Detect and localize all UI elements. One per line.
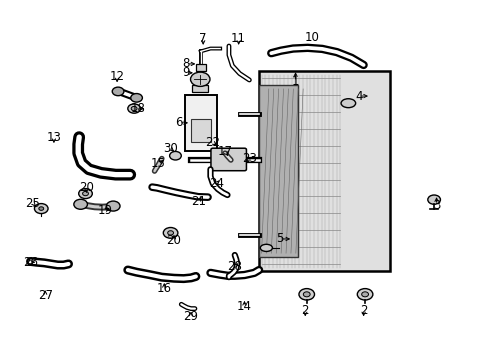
Text: 21: 21 bbox=[190, 195, 205, 208]
Text: 23: 23 bbox=[242, 152, 256, 165]
Text: 4: 4 bbox=[354, 90, 362, 103]
Text: 3: 3 bbox=[432, 198, 439, 212]
Circle shape bbox=[74, 199, 87, 209]
Circle shape bbox=[130, 94, 142, 102]
Circle shape bbox=[106, 201, 120, 211]
Text: 1: 1 bbox=[291, 75, 299, 88]
Text: 25: 25 bbox=[25, 197, 41, 210]
Circle shape bbox=[34, 203, 48, 213]
Text: 7: 7 bbox=[199, 32, 206, 45]
Circle shape bbox=[131, 107, 137, 111]
Text: 6: 6 bbox=[175, 116, 182, 129]
Text: 24: 24 bbox=[208, 177, 224, 190]
Bar bbox=[185, 95, 216, 151]
Text: 14: 14 bbox=[237, 300, 251, 313]
Circle shape bbox=[167, 231, 173, 235]
Circle shape bbox=[112, 87, 123, 96]
Text: 20: 20 bbox=[79, 181, 94, 194]
Text: 18: 18 bbox=[131, 102, 145, 115]
Circle shape bbox=[82, 192, 88, 196]
FancyBboxPatch shape bbox=[210, 148, 246, 171]
Text: 30: 30 bbox=[163, 142, 178, 155]
Circle shape bbox=[427, 195, 440, 204]
Ellipse shape bbox=[340, 99, 355, 108]
Circle shape bbox=[298, 289, 314, 300]
Text: 27: 27 bbox=[38, 288, 53, 302]
Text: 17: 17 bbox=[217, 145, 232, 158]
Text: 19: 19 bbox=[97, 204, 112, 217]
Bar bbox=[196, 64, 205, 71]
Text: 29: 29 bbox=[183, 310, 198, 323]
Text: 10: 10 bbox=[305, 31, 319, 44]
Circle shape bbox=[190, 72, 209, 86]
Circle shape bbox=[39, 207, 43, 210]
Bar bbox=[192, 85, 207, 93]
Text: 28: 28 bbox=[227, 260, 242, 273]
Bar bbox=[191, 118, 210, 142]
Circle shape bbox=[169, 152, 181, 160]
Text: 8: 8 bbox=[182, 57, 189, 71]
Text: 5: 5 bbox=[275, 233, 283, 246]
Text: 16: 16 bbox=[157, 283, 171, 296]
Text: 20: 20 bbox=[166, 234, 181, 247]
Circle shape bbox=[127, 104, 140, 113]
Text: 22: 22 bbox=[205, 136, 220, 149]
Circle shape bbox=[163, 228, 178, 238]
Bar bbox=[259, 85, 298, 257]
Text: 13: 13 bbox=[46, 131, 61, 144]
Circle shape bbox=[361, 292, 368, 297]
Bar bbox=[259, 71, 389, 271]
Text: 11: 11 bbox=[231, 32, 245, 45]
Circle shape bbox=[357, 289, 372, 300]
Circle shape bbox=[303, 292, 309, 297]
Text: 2: 2 bbox=[359, 304, 366, 317]
Text: 26: 26 bbox=[23, 256, 38, 269]
Ellipse shape bbox=[260, 244, 272, 251]
Text: 9: 9 bbox=[182, 66, 189, 79]
Text: 2: 2 bbox=[301, 304, 308, 317]
Circle shape bbox=[79, 189, 92, 199]
Text: 15: 15 bbox=[150, 157, 165, 170]
Text: 12: 12 bbox=[109, 70, 124, 83]
